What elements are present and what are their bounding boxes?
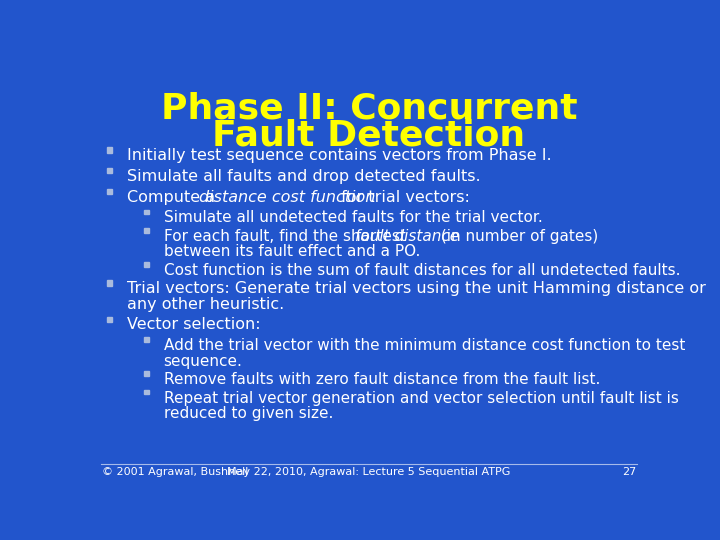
Text: reduced to given size.: reduced to given size. (163, 406, 333, 421)
Text: any other heuristic.: any other heuristic. (127, 296, 284, 312)
Bar (144, 338, 149, 342)
Text: Remove faults with zero fault distance from the fault list.: Remove faults with zero fault distance f… (163, 372, 600, 387)
Text: Trial vectors: Generate trial vectors using the unit Hamming distance or: Trial vectors: Generate trial vectors us… (127, 281, 706, 296)
Bar (144, 372, 149, 376)
Text: Simulate all undetected faults for the trial vector.: Simulate all undetected faults for the t… (163, 211, 542, 225)
Text: Repeat trial vector generation and vector selection until fault list is: Repeat trial vector generation and vecto… (163, 390, 678, 406)
Text: distance cost function: distance cost function (199, 190, 376, 205)
Bar (107, 316, 112, 322)
Text: Vector selection:: Vector selection: (127, 318, 261, 332)
Text: For each fault, find the shortest: For each fault, find the shortest (163, 229, 410, 244)
Bar (107, 280, 112, 286)
Text: (in number of gates): (in number of gates) (436, 229, 598, 244)
Text: May 22, 2010, Agrawal: Lecture 5 Sequential ATPG: May 22, 2010, Agrawal: Lecture 5 Sequent… (228, 467, 510, 477)
Text: sequence.: sequence. (163, 354, 243, 368)
Text: for trial vectors:: for trial vectors: (336, 190, 470, 205)
Text: Simulate all faults and drop detected faults.: Simulate all faults and drop detected fa… (127, 168, 481, 184)
Text: Phase II: Concurrent: Phase II: Concurrent (161, 92, 577, 126)
Bar (144, 390, 149, 394)
Text: 27: 27 (622, 467, 636, 477)
Bar (107, 189, 112, 194)
Text: fault distance: fault distance (355, 229, 459, 244)
Text: © 2001 Agrawal, Bushnell: © 2001 Agrawal, Bushnell (102, 467, 248, 477)
Text: Fault Detection: Fault Detection (212, 119, 526, 153)
Bar (144, 262, 149, 267)
Text: Compute a: Compute a (127, 190, 220, 205)
Text: between its fault effect and a PO.: between its fault effect and a PO. (163, 244, 420, 259)
Text: Initially test sequence contains vectors from Phase I.: Initially test sequence contains vectors… (127, 148, 552, 163)
Text: Cost function is the sum of fault distances for all undetected faults.: Cost function is the sum of fault distan… (163, 262, 680, 278)
Bar (107, 168, 112, 173)
Text: Add the trial vector with the minimum distance cost function to test: Add the trial vector with the minimum di… (163, 338, 685, 353)
Bar (107, 147, 112, 153)
Bar (144, 210, 149, 214)
Bar (144, 228, 149, 233)
